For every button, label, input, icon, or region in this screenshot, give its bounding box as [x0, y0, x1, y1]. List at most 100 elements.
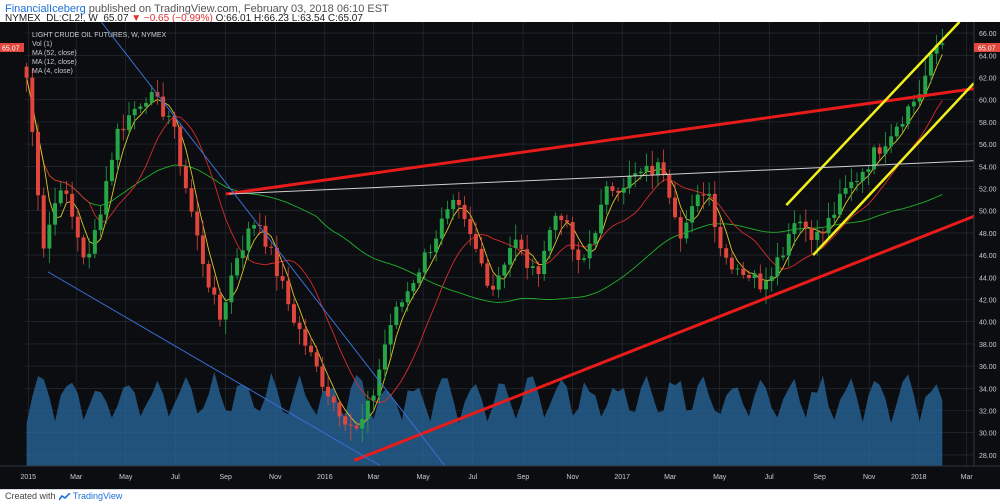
right-price-tag-bg — [974, 43, 1000, 52]
candle-body — [536, 266, 541, 275]
publish-line: FinancialIceberg published on TradingVie… — [5, 3, 389, 15]
candle-body — [166, 115, 171, 117]
candle-body — [286, 280, 291, 305]
candle-body — [235, 258, 240, 276]
blue-low-trendline[interactable] — [47, 271, 382, 467]
candle-body — [655, 162, 660, 176]
candle-body — [485, 263, 490, 286]
candle-body — [411, 283, 416, 292]
candle-body — [820, 231, 825, 234]
candle-body — [320, 366, 325, 387]
candle-body — [496, 275, 501, 290]
candle-body — [781, 255, 786, 258]
candle-body — [866, 169, 871, 172]
legend-ma52: MA (52, close) — [32, 50, 77, 57]
created-with: Created with TradingView — [5, 491, 122, 501]
x-tick-label: Sep — [517, 474, 530, 481]
candle-body — [138, 106, 143, 109]
chart-area[interactable]: 28.00 30.00 32.00 34.00 36.00 38.00 40.00 42.00… — [0, 21, 1000, 489]
candle-body — [326, 386, 331, 397]
candle-body — [189, 188, 194, 212]
candle-body — [508, 248, 513, 265]
candle-body — [377, 369, 382, 396]
y-tick-label: 30.00 — [979, 431, 997, 438]
x-tick-label: Nov — [269, 474, 282, 481]
candle-body — [877, 147, 882, 154]
candle-body — [621, 187, 626, 193]
y-tick-label: 34.00 — [979, 386, 997, 393]
candle-body — [928, 53, 933, 76]
y-tick-label: 46.00 — [979, 253, 997, 260]
x-tick-label: 2015 — [20, 474, 36, 481]
candle-body — [212, 287, 217, 295]
candle-body — [75, 216, 80, 238]
yellow-upper-trendline[interactable] — [785, 21, 961, 207]
candle-body — [41, 195, 46, 249]
candle-body — [553, 215, 558, 231]
candle-body — [832, 214, 837, 218]
candle-body — [417, 272, 422, 284]
candle-body — [291, 304, 296, 323]
price-chart[interactable]: 28.00 30.00 32.00 34.00 36.00 38.00 40.00 42.00… — [0, 21, 1000, 489]
candle-body — [382, 344, 387, 370]
red-resistance-trendline[interactable] — [225, 87, 975, 196]
candle-body — [627, 175, 632, 188]
candle-body — [576, 249, 581, 261]
x-tick-label: Nov — [863, 474, 876, 481]
x-tick-label: 2016 — [317, 474, 333, 481]
candle-body — [843, 188, 848, 194]
candle-body — [610, 186, 615, 191]
candle-body — [633, 173, 638, 176]
candle-body — [673, 197, 677, 218]
candle-body — [47, 224, 52, 249]
candle-body — [53, 203, 58, 225]
legend-title: LIGHT CRUDE OIL FUTURES, W, NYMEX — [32, 32, 167, 39]
y-tick-label: 60.00 — [979, 98, 997, 105]
candle-body — [667, 175, 672, 198]
tradingview-logo-icon — [58, 492, 71, 501]
x-tick-label: May — [713, 474, 727, 481]
candle-body — [309, 345, 313, 353]
y-tick-label: 54.00 — [979, 164, 997, 171]
candle-body — [729, 257, 734, 270]
candle-body — [707, 193, 712, 196]
candle-body — [701, 194, 706, 196]
candle-body — [849, 181, 854, 189]
candle-body — [661, 162, 666, 176]
volume-area — [26, 371, 943, 466]
candle-body — [894, 126, 899, 137]
y-tick-label: 28.00 — [979, 453, 997, 460]
candle-body — [604, 186, 609, 205]
x-tick-label: Mar — [961, 474, 974, 481]
author-link[interactable]: FinancialIceberg — [5, 3, 86, 15]
yellow-lower-trendline[interactable] — [812, 82, 975, 256]
x-tick-label: 2018 — [911, 474, 927, 481]
red-support-trendline[interactable] — [353, 214, 975, 462]
candle-body — [530, 266, 535, 268]
y-tick-label: 56.00 — [979, 142, 997, 149]
candle-body — [644, 165, 649, 172]
x-tick-label: Mar — [368, 474, 381, 481]
x-tick-label: 2017 — [614, 474, 630, 481]
blue-steep-trendline[interactable] — [100, 21, 446, 467]
candle-body — [149, 92, 154, 103]
candle-body — [752, 273, 757, 279]
candle-body — [798, 221, 803, 224]
tradingview-brand[interactable]: TradingView — [72, 491, 123, 501]
candle-body — [690, 206, 695, 223]
y-tick-label: 52.00 — [979, 187, 997, 194]
ohlc-values: O:66.01 H:66.23 L:63.54 C:65.07 — [215, 13, 363, 24]
candle-body — [172, 115, 177, 127]
symbol-name: NYMEX_DL:CL2!, W — [5, 13, 98, 24]
candle-body — [542, 250, 547, 275]
candle-body — [468, 219, 473, 235]
y-tick-label: 38.00 — [979, 342, 997, 349]
y-tick-label: 36.00 — [979, 364, 997, 371]
white-line-trendline[interactable] — [228, 160, 975, 195]
candle-body — [724, 248, 729, 258]
candle-body — [183, 166, 188, 189]
y-tick-label: 64.00 — [979, 53, 997, 60]
candle-body — [354, 425, 359, 429]
candle-body — [491, 285, 495, 290]
candle-body — [422, 252, 427, 273]
